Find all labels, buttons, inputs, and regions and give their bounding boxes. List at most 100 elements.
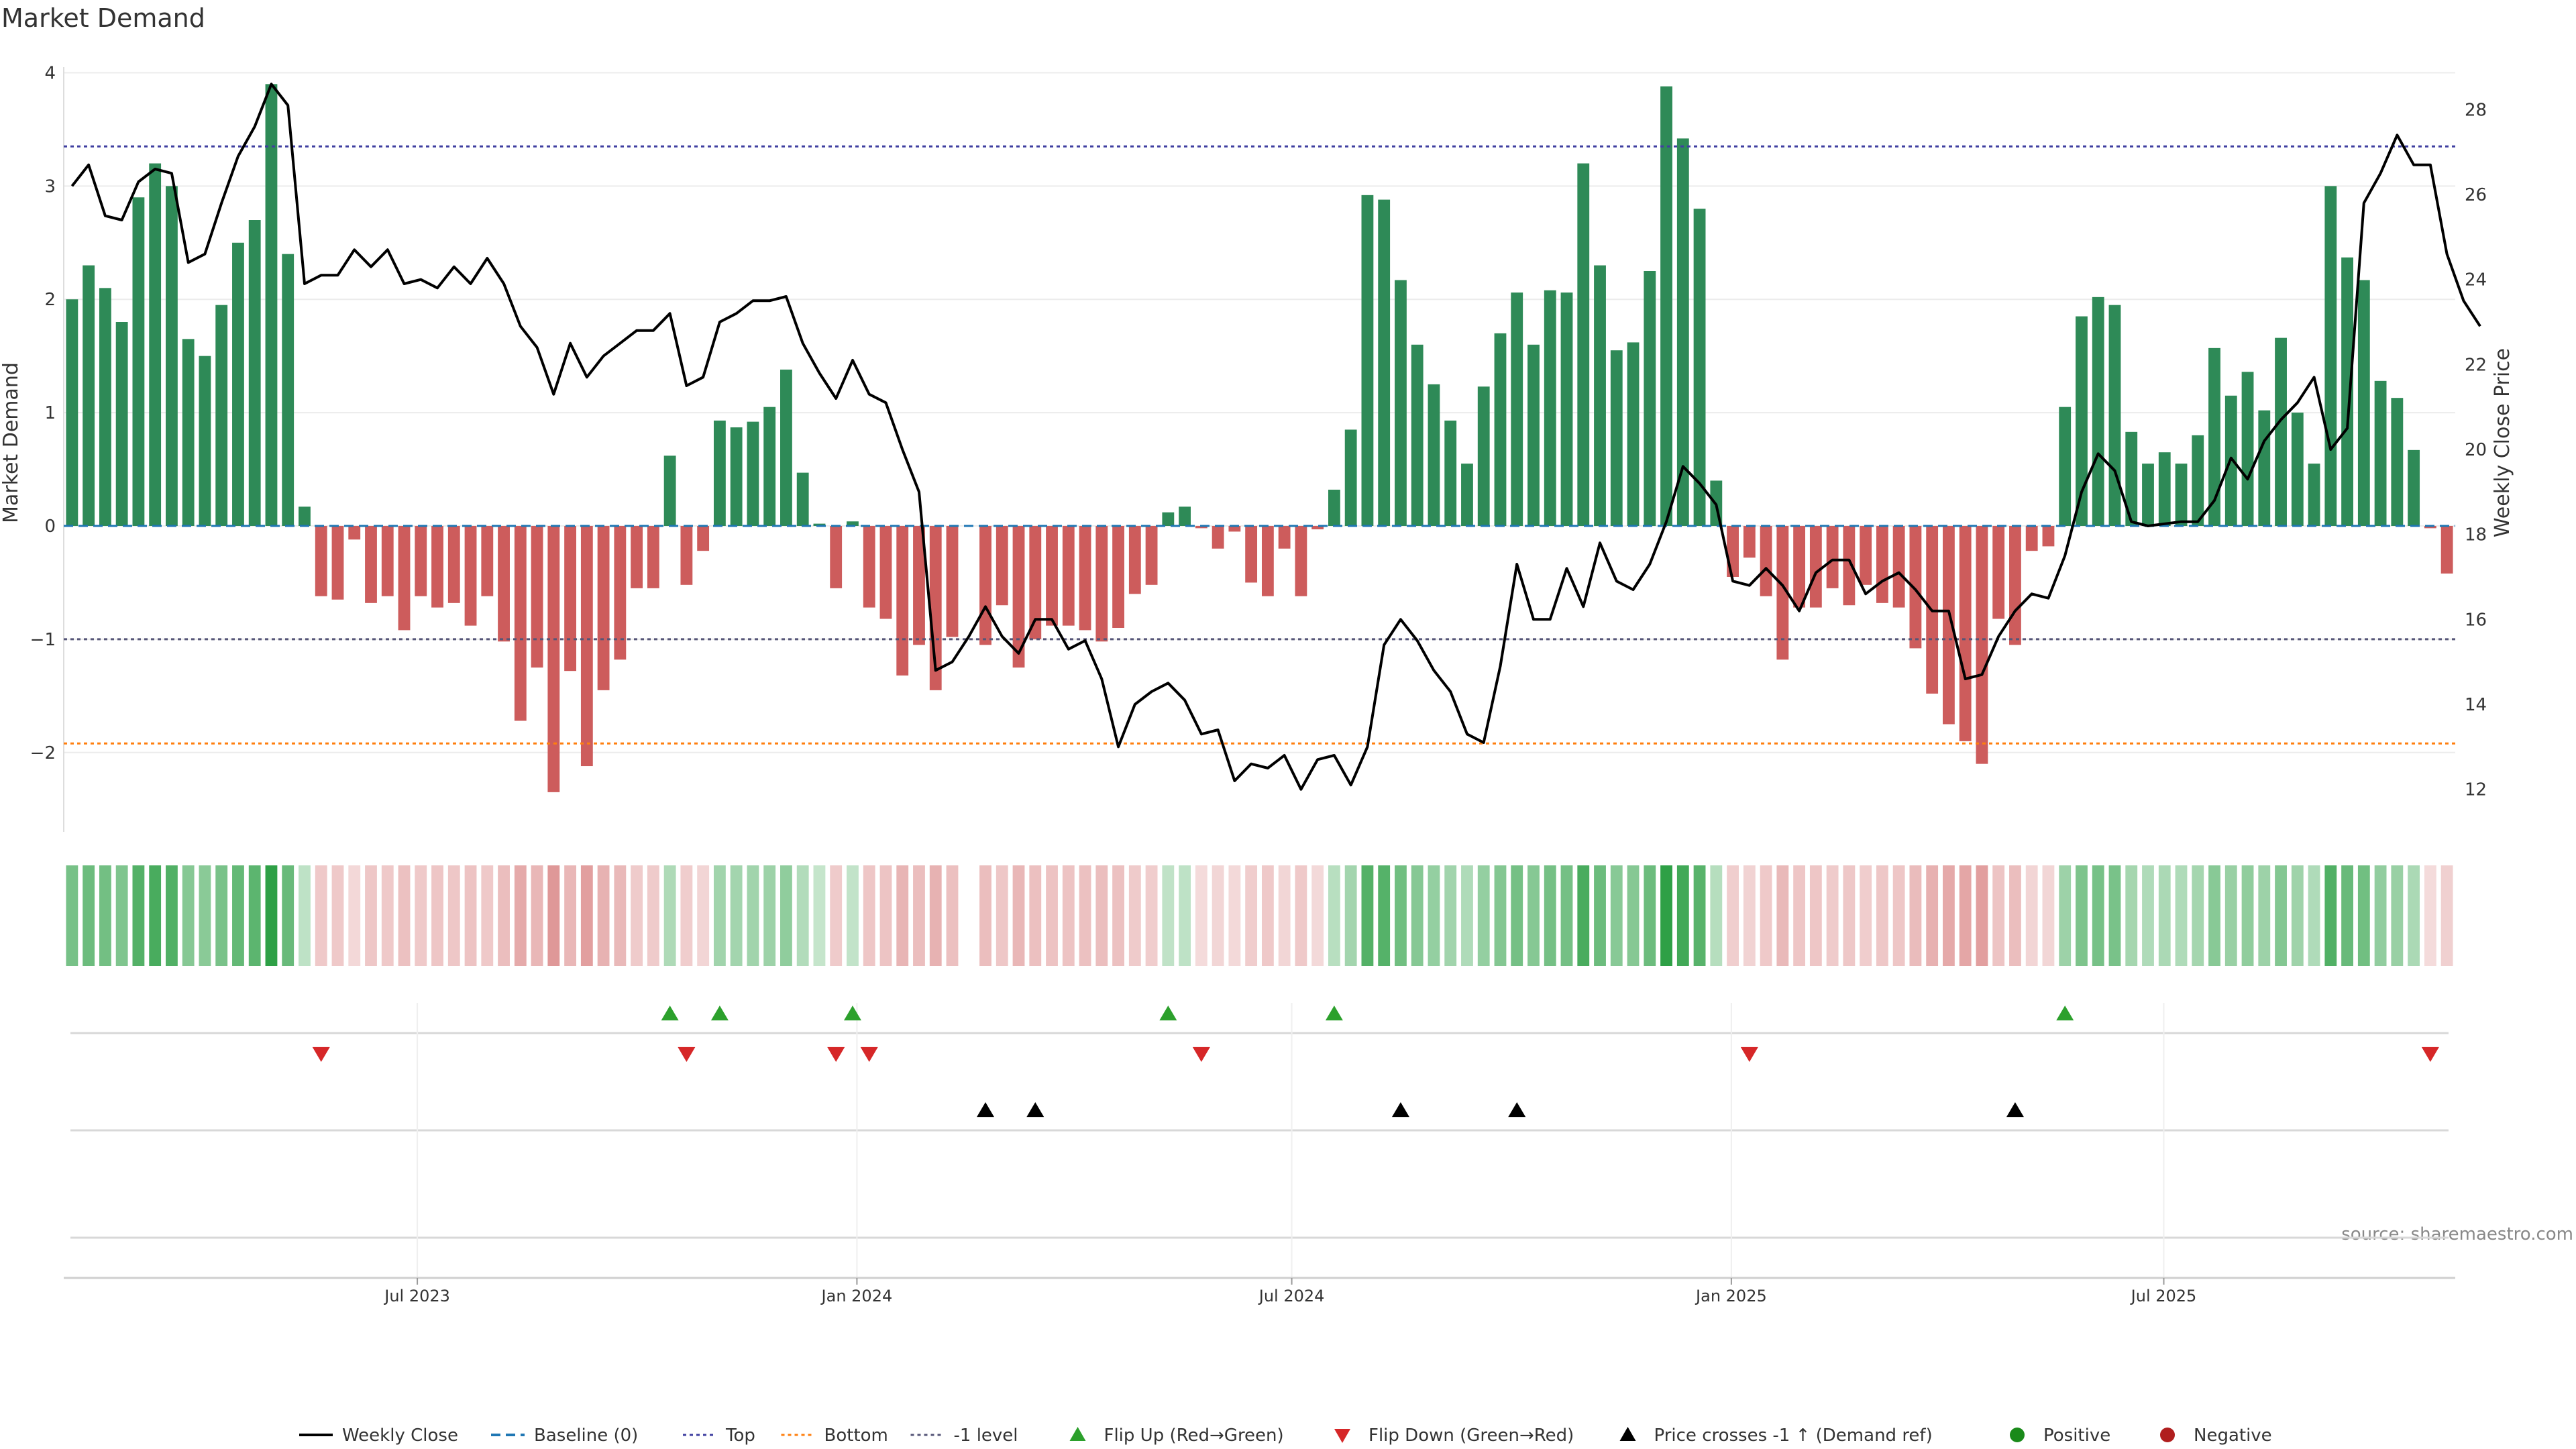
demand-bar	[1295, 526, 1307, 596]
heat-cell	[796, 865, 809, 966]
demand-bar	[1195, 526, 1208, 529]
legend-swatch	[2010, 1428, 2025, 1442]
demand-bar	[647, 526, 659, 588]
heat-cell	[265, 865, 278, 966]
legend-item: -1 level	[910, 1426, 1018, 1446]
right-tick-label: 22	[2465, 355, 2487, 375]
demand-bar	[265, 84, 278, 527]
heat-cell	[248, 865, 261, 966]
heat-cell	[1843, 865, 1856, 966]
heat-cell	[1926, 865, 1939, 966]
demand-bar	[1511, 292, 1523, 526]
demand-bar	[2059, 407, 2072, 526]
heat-cell	[1909, 865, 1922, 966]
demand-bar	[1860, 526, 1872, 585]
demand-bar	[2424, 526, 2436, 529]
heat-cell	[1527, 865, 1540, 966]
demand-bar	[1062, 526, 1075, 626]
demand-bar	[1494, 333, 1507, 526]
demand-bar	[1212, 526, 1224, 549]
demand-bar	[415, 526, 427, 596]
demand-bar	[1776, 526, 1789, 660]
demand-bar	[1311, 526, 1324, 530]
heat-cell	[697, 865, 710, 966]
heat-cell	[2308, 865, 2320, 966]
heat-cell	[847, 865, 859, 966]
demand-bar	[2391, 398, 2404, 526]
heat-cell	[1295, 865, 1307, 966]
heat-cell	[1344, 865, 1357, 966]
legend-label: Flip Up (Red→Green)	[1104, 1426, 1284, 1446]
legend-label: Price crosses -1 ↑ (Demand ref)	[1654, 1426, 1933, 1446]
demand-bar	[514, 526, 527, 721]
left-tick-label: 4	[44, 63, 56, 83]
demand-bar	[248, 220, 261, 526]
flip-down-marker	[1740, 1046, 1758, 1062]
heat-cell	[913, 865, 925, 966]
price-cross-marker	[1026, 1102, 1044, 1118]
demand-bar	[1095, 526, 1108, 642]
demand-bar	[1793, 526, 1806, 608]
heat-cell	[132, 865, 145, 966]
x-tick-label: Jan 2025	[1695, 1287, 1767, 1305]
heat-cell	[348, 865, 361, 966]
heat-cell	[830, 865, 843, 966]
heat-cell	[713, 865, 726, 966]
heat-cell	[1328, 865, 1340, 966]
demand-bar	[1693, 209, 1706, 526]
flip-down-marker	[2421, 1046, 2439, 1062]
demand-bar	[730, 427, 743, 526]
heat-cell	[2009, 865, 2021, 966]
heat-cell	[1029, 865, 1042, 966]
heat-cell	[2391, 865, 2404, 966]
reference-lines	[64, 145, 2455, 745]
heat-cell	[1826, 865, 1839, 966]
heat-cell	[431, 865, 443, 966]
demand-bar	[780, 369, 792, 526]
heat-cell	[896, 865, 909, 966]
right-y-axis: 28 26 24 22 20 18 16 14 12	[2465, 100, 2487, 800]
heat-cell	[1179, 865, 1191, 966]
chart-title: Market Demand	[1, 3, 205, 33]
right-tick-label: 20	[2465, 440, 2487, 460]
demand-bar	[1046, 526, 1058, 626]
demand-bar	[663, 455, 676, 526]
demand-bar	[1245, 526, 1258, 583]
demand-bar	[2158, 452, 2171, 526]
heat-cell	[2042, 865, 2055, 966]
right-tick-label: 24	[2465, 270, 2487, 290]
heat-cell	[747, 865, 759, 966]
heat-cell	[1112, 865, 1124, 966]
heat-cell	[447, 865, 460, 966]
right-tick-label: 16	[2465, 610, 2487, 630]
demand-bar	[2440, 526, 2453, 574]
demand-bar	[182, 339, 195, 526]
demand-bar	[498, 526, 510, 642]
demand-bar	[83, 265, 95, 526]
demand-bar	[747, 421, 759, 526]
demand-bar	[1660, 86, 1672, 526]
demand-bar	[398, 526, 411, 631]
demand-bar	[1544, 290, 1556, 526]
heat-cell	[299, 865, 311, 966]
left-tick-label: 1	[44, 403, 56, 423]
heat-cell	[315, 865, 327, 966]
heat-cell	[2092, 865, 2104, 966]
demand-bar	[299, 506, 311, 526]
heat-cell	[1577, 865, 1590, 966]
demand-bar	[1029, 526, 1042, 639]
heat-cell	[2341, 865, 2353, 966]
heat-cell	[1693, 865, 1706, 966]
demand-heat-strip	[66, 865, 2453, 966]
legend-swatch	[1334, 1429, 1350, 1443]
heat-cell	[166, 865, 178, 966]
heat-cell	[2142, 865, 2154, 966]
demand-bar	[464, 526, 477, 626]
legend-item: Baseline (0)	[491, 1426, 638, 1446]
demand-bar	[1644, 271, 1656, 526]
left-tick-label: 2	[44, 290, 56, 310]
demand-bar	[2308, 464, 2320, 526]
heat-cell	[1644, 865, 1656, 966]
heat-cell	[547, 865, 560, 966]
demand-bar	[1378, 199, 1391, 526]
